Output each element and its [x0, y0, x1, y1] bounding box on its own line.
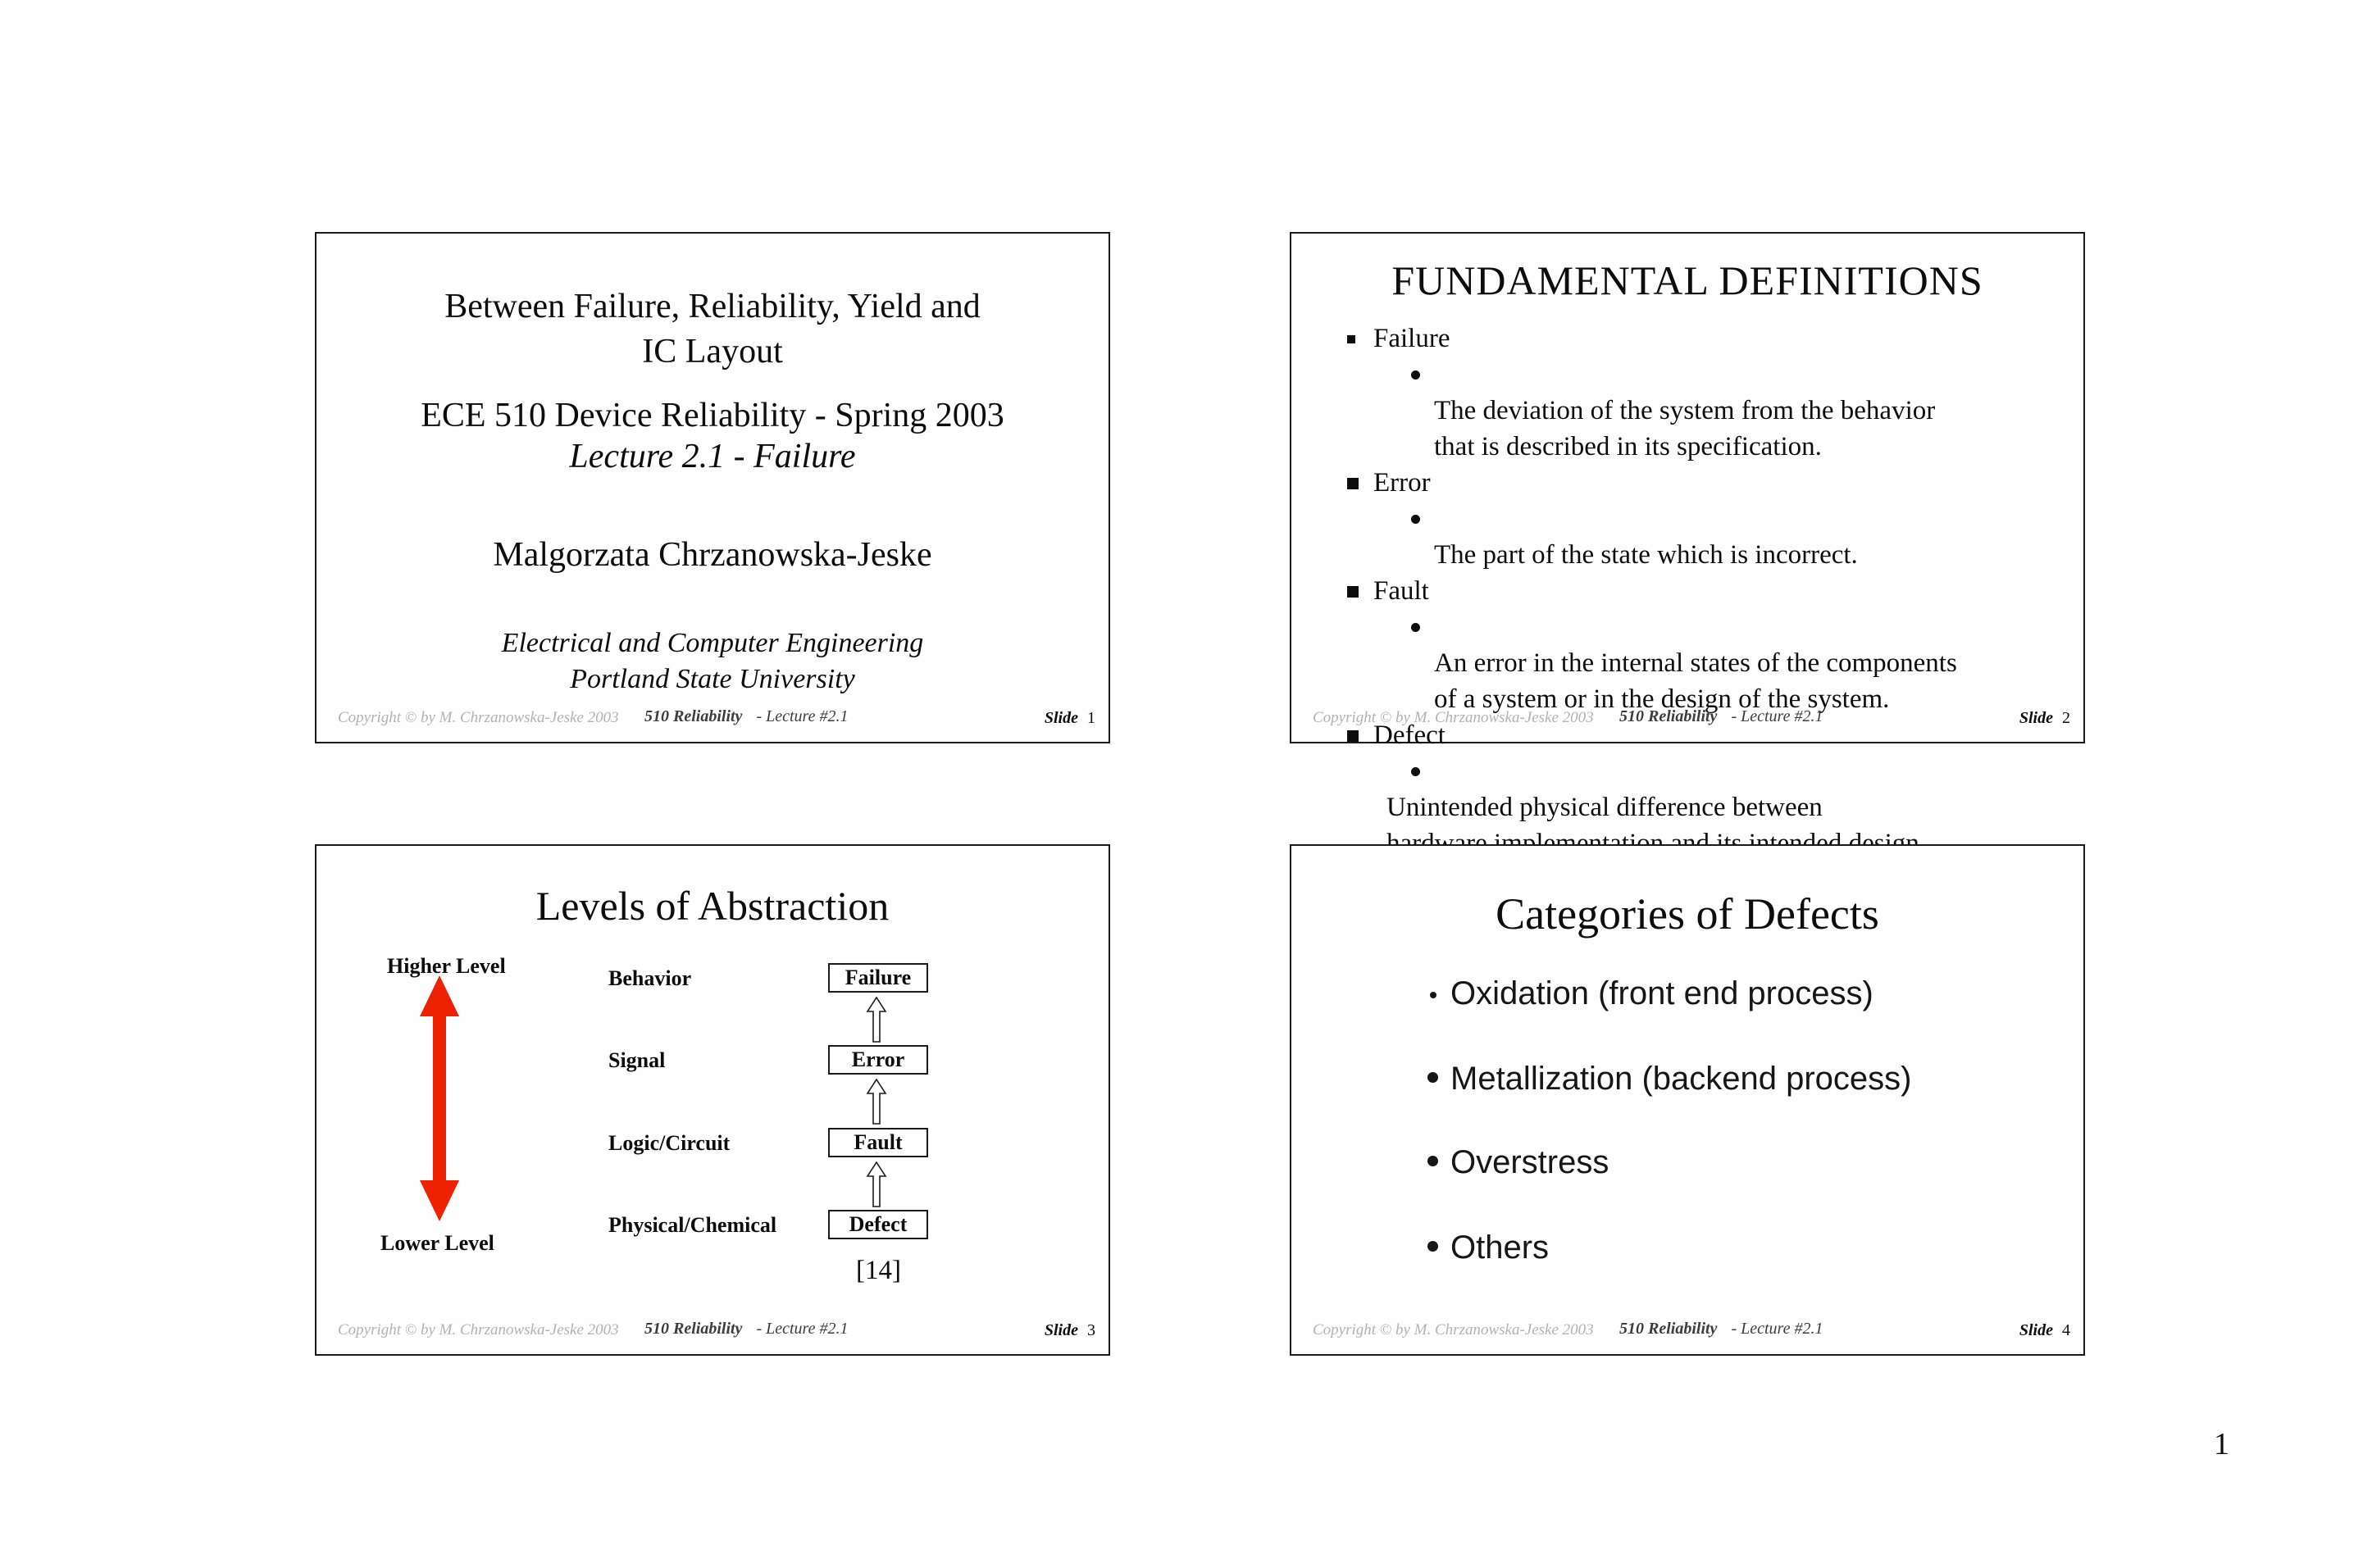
slide-number-label: Slide 1: [1044, 709, 1095, 727]
bullet-dot-icon: [1430, 992, 1436, 998]
footer-lecture: - Lecture #2.1: [1731, 707, 1823, 725]
affiliation: Electrical and Computer Engineering Port…: [501, 628, 924, 694]
footer-lecture: - Lecture #2.1: [1731, 1320, 1823, 1338]
higher-level-label: Higher Level: [387, 954, 506, 978]
footer-course: 510 Reliability: [644, 1320, 743, 1338]
copyright-text: Copyright © by M. Chrzanowska-Jeske 2003: [338, 709, 619, 726]
abstraction-level-label: Behavior: [608, 966, 692, 990]
slide-number-label: Slide 3: [1044, 1321, 1095, 1339]
definition-text: An error in the internal states of the c…: [1291, 609, 2072, 717]
abstraction-level-label: Signal: [608, 1048, 666, 1072]
diagram-box: Error: [828, 1045, 928, 1075]
list-item: Others: [1427, 1229, 1549, 1266]
page-number: 1: [2214, 1427, 2229, 1461]
lower-level-label: Lower Level: [380, 1231, 494, 1255]
bullet-square-icon: [1347, 478, 1359, 489]
definitions-list: Failure The deviation of the system from…: [1291, 320, 2072, 861]
abstraction-level-label: Physical/Chemical: [608, 1213, 777, 1237]
citation-reference: [14]: [856, 1256, 901, 1285]
footer-course: 510 Reliability: [1619, 1320, 1718, 1338]
list-item: Overstress: [1427, 1144, 1609, 1181]
slide-3-levels-of-abstraction: Levels of Abstraction Higher Level Lower…: [315, 844, 1110, 1356]
up-arrow-icon: [866, 1161, 887, 1207]
slide-4-categories-of-defects: Categories of Defects Oxidation (front e…: [1290, 844, 2085, 1356]
slide-2-fundamental-definitions: FUNDAMENTAL DEFINITIONS Failure The devi…: [1290, 232, 2085, 858]
course-line: ECE 510 Device Reliability - Spring 2003: [421, 397, 1004, 434]
footer-course-lecture: 510 Reliability - Lecture #2.1: [644, 707, 848, 726]
slide-number-label: Slide 2: [2019, 709, 2070, 727]
diagram-box: Fault: [828, 1128, 928, 1157]
bullet-dot-icon: [1411, 767, 1420, 776]
definition-term: Error: [1291, 465, 2072, 501]
lecture-title: Between Failure, Reliability, Yield and …: [444, 288, 981, 370]
list-item: Oxidation (front end process): [1427, 975, 1873, 1012]
diagram-box: Failure: [828, 963, 928, 993]
bullet-dot-icon: [1411, 623, 1420, 632]
definition-text: The deviation of the system from the beh…: [1291, 357, 2072, 465]
author-name: Malgorzata Chrzanowska-Jeske: [493, 536, 932, 574]
footer-course: 510 Reliability: [644, 707, 743, 725]
bullet-dot-icon: [1411, 370, 1420, 380]
footer-course-lecture: 510 Reliability - Lecture #2.1: [1619, 1320, 1823, 1338]
slide-title: Levels of Abstraction: [535, 883, 890, 929]
footer-lecture: - Lecture #2.1: [756, 707, 849, 725]
footer-course-lecture: 510 Reliability - Lecture #2.1: [1619, 707, 1823, 726]
footer-course: 510 Reliability: [1619, 707, 1718, 725]
footer-lecture: - Lecture #2.1: [756, 1320, 849, 1338]
slide-1-title-slide: Between Failure, Reliability, Yield and …: [315, 232, 1110, 743]
up-arrow-icon: [866, 997, 887, 1043]
bullet-dot-icon: [1411, 515, 1420, 524]
copyright-text: Copyright © by M. Chrzanowska-Jeske 2003: [1313, 1321, 1594, 1338]
slide-footer: Copyright © by M. Chrzanowska-Jeske 2003…: [316, 1318, 1109, 1346]
slide-footer: Copyright © by M. Chrzanowska-Jeske 2003…: [316, 706, 1109, 734]
bullet-dot-icon: [1427, 1241, 1438, 1252]
abstraction-level-label: Logic/Circuit: [608, 1131, 731, 1155]
bullet-square-icon: [1347, 730, 1359, 742]
list-item: Metallization (backend process): [1427, 1061, 1911, 1098]
definition-term: Failure: [1291, 320, 2072, 357]
bullet-square-icon: [1347, 335, 1355, 343]
definition-term: Defect: [1291, 717, 2072, 753]
vertical-double-arrow-icon: [420, 975, 459, 1221]
diagram-box: Defect: [828, 1210, 928, 1239]
copyright-text: Copyright © by M. Chrzanowska-Jeske 2003: [1313, 709, 1594, 726]
bullet-square-icon: [1347, 586, 1359, 598]
bullet-dot-icon: [1427, 1156, 1438, 1166]
slide-title: Categories of Defects: [1496, 889, 1879, 939]
definition-text: The part of the state which is incorrect…: [1291, 501, 2072, 573]
slide-footer: Copyright © by M. Chrzanowska-Jeske 2003…: [1291, 706, 2083, 734]
slide-title: FUNDAMENTAL DEFINITIONS: [1391, 257, 1983, 303]
slide-footer: Copyright © by M. Chrzanowska-Jeske 2003…: [1291, 1318, 2083, 1346]
copyright-text: Copyright © by M. Chrzanowska-Jeske 2003: [338, 1321, 619, 1338]
slide-number-label: Slide 4: [2019, 1321, 2070, 1339]
bullet-dot-icon: [1427, 1072, 1438, 1083]
up-arrow-icon: [866, 1079, 887, 1125]
footer-course-lecture: 510 Reliability - Lecture #2.1: [644, 1320, 848, 1338]
lecture-line: Lecture 2.1 - Failure: [569, 438, 856, 475]
definition-term: Fault: [1291, 573, 2072, 609]
